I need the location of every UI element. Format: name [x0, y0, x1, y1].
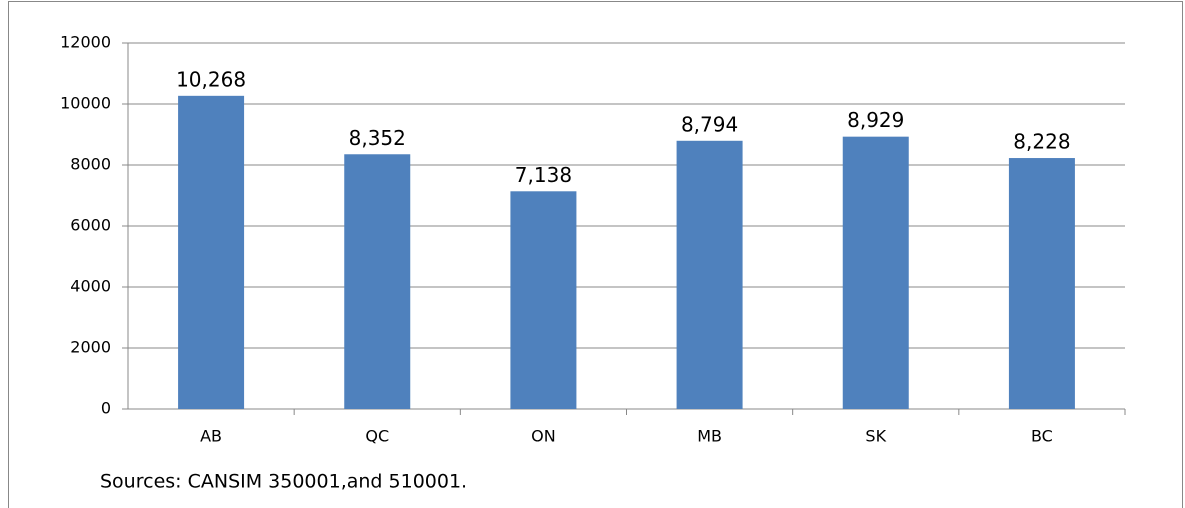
- value-label: 8,929: [847, 108, 904, 132]
- y-tick-label: 10000: [60, 94, 111, 113]
- y-tick-label: 0: [101, 399, 111, 418]
- value-label: 8,228: [1013, 130, 1070, 154]
- bar: [344, 154, 411, 409]
- bar: [842, 136, 909, 409]
- bar: [676, 140, 743, 409]
- value-label: 10,268: [176, 67, 246, 91]
- y-tick-label: 4000: [70, 277, 111, 296]
- y-tick-label: 12000: [60, 33, 111, 52]
- value-label: 8,794: [681, 112, 738, 136]
- source-note: Sources: CANSIM 350001,and 510001.: [100, 471, 467, 493]
- x-tick-label: ON: [531, 427, 556, 446]
- x-tick-label: MB: [697, 427, 722, 446]
- bar: [1008, 158, 1075, 409]
- y-tick-label: 8000: [70, 155, 111, 174]
- bar: [510, 191, 577, 409]
- value-label: 8,352: [349, 126, 406, 150]
- x-tick-label: QC: [365, 427, 389, 446]
- y-tick-label: 2000: [70, 338, 111, 357]
- y-tick-label: 6000: [70, 216, 111, 235]
- x-tick-label: AB: [200, 427, 222, 446]
- value-label: 7,138: [515, 163, 572, 187]
- bar: [178, 95, 245, 410]
- x-tick-label: SK: [865, 427, 886, 446]
- x-tick-label: BC: [1031, 427, 1053, 446]
